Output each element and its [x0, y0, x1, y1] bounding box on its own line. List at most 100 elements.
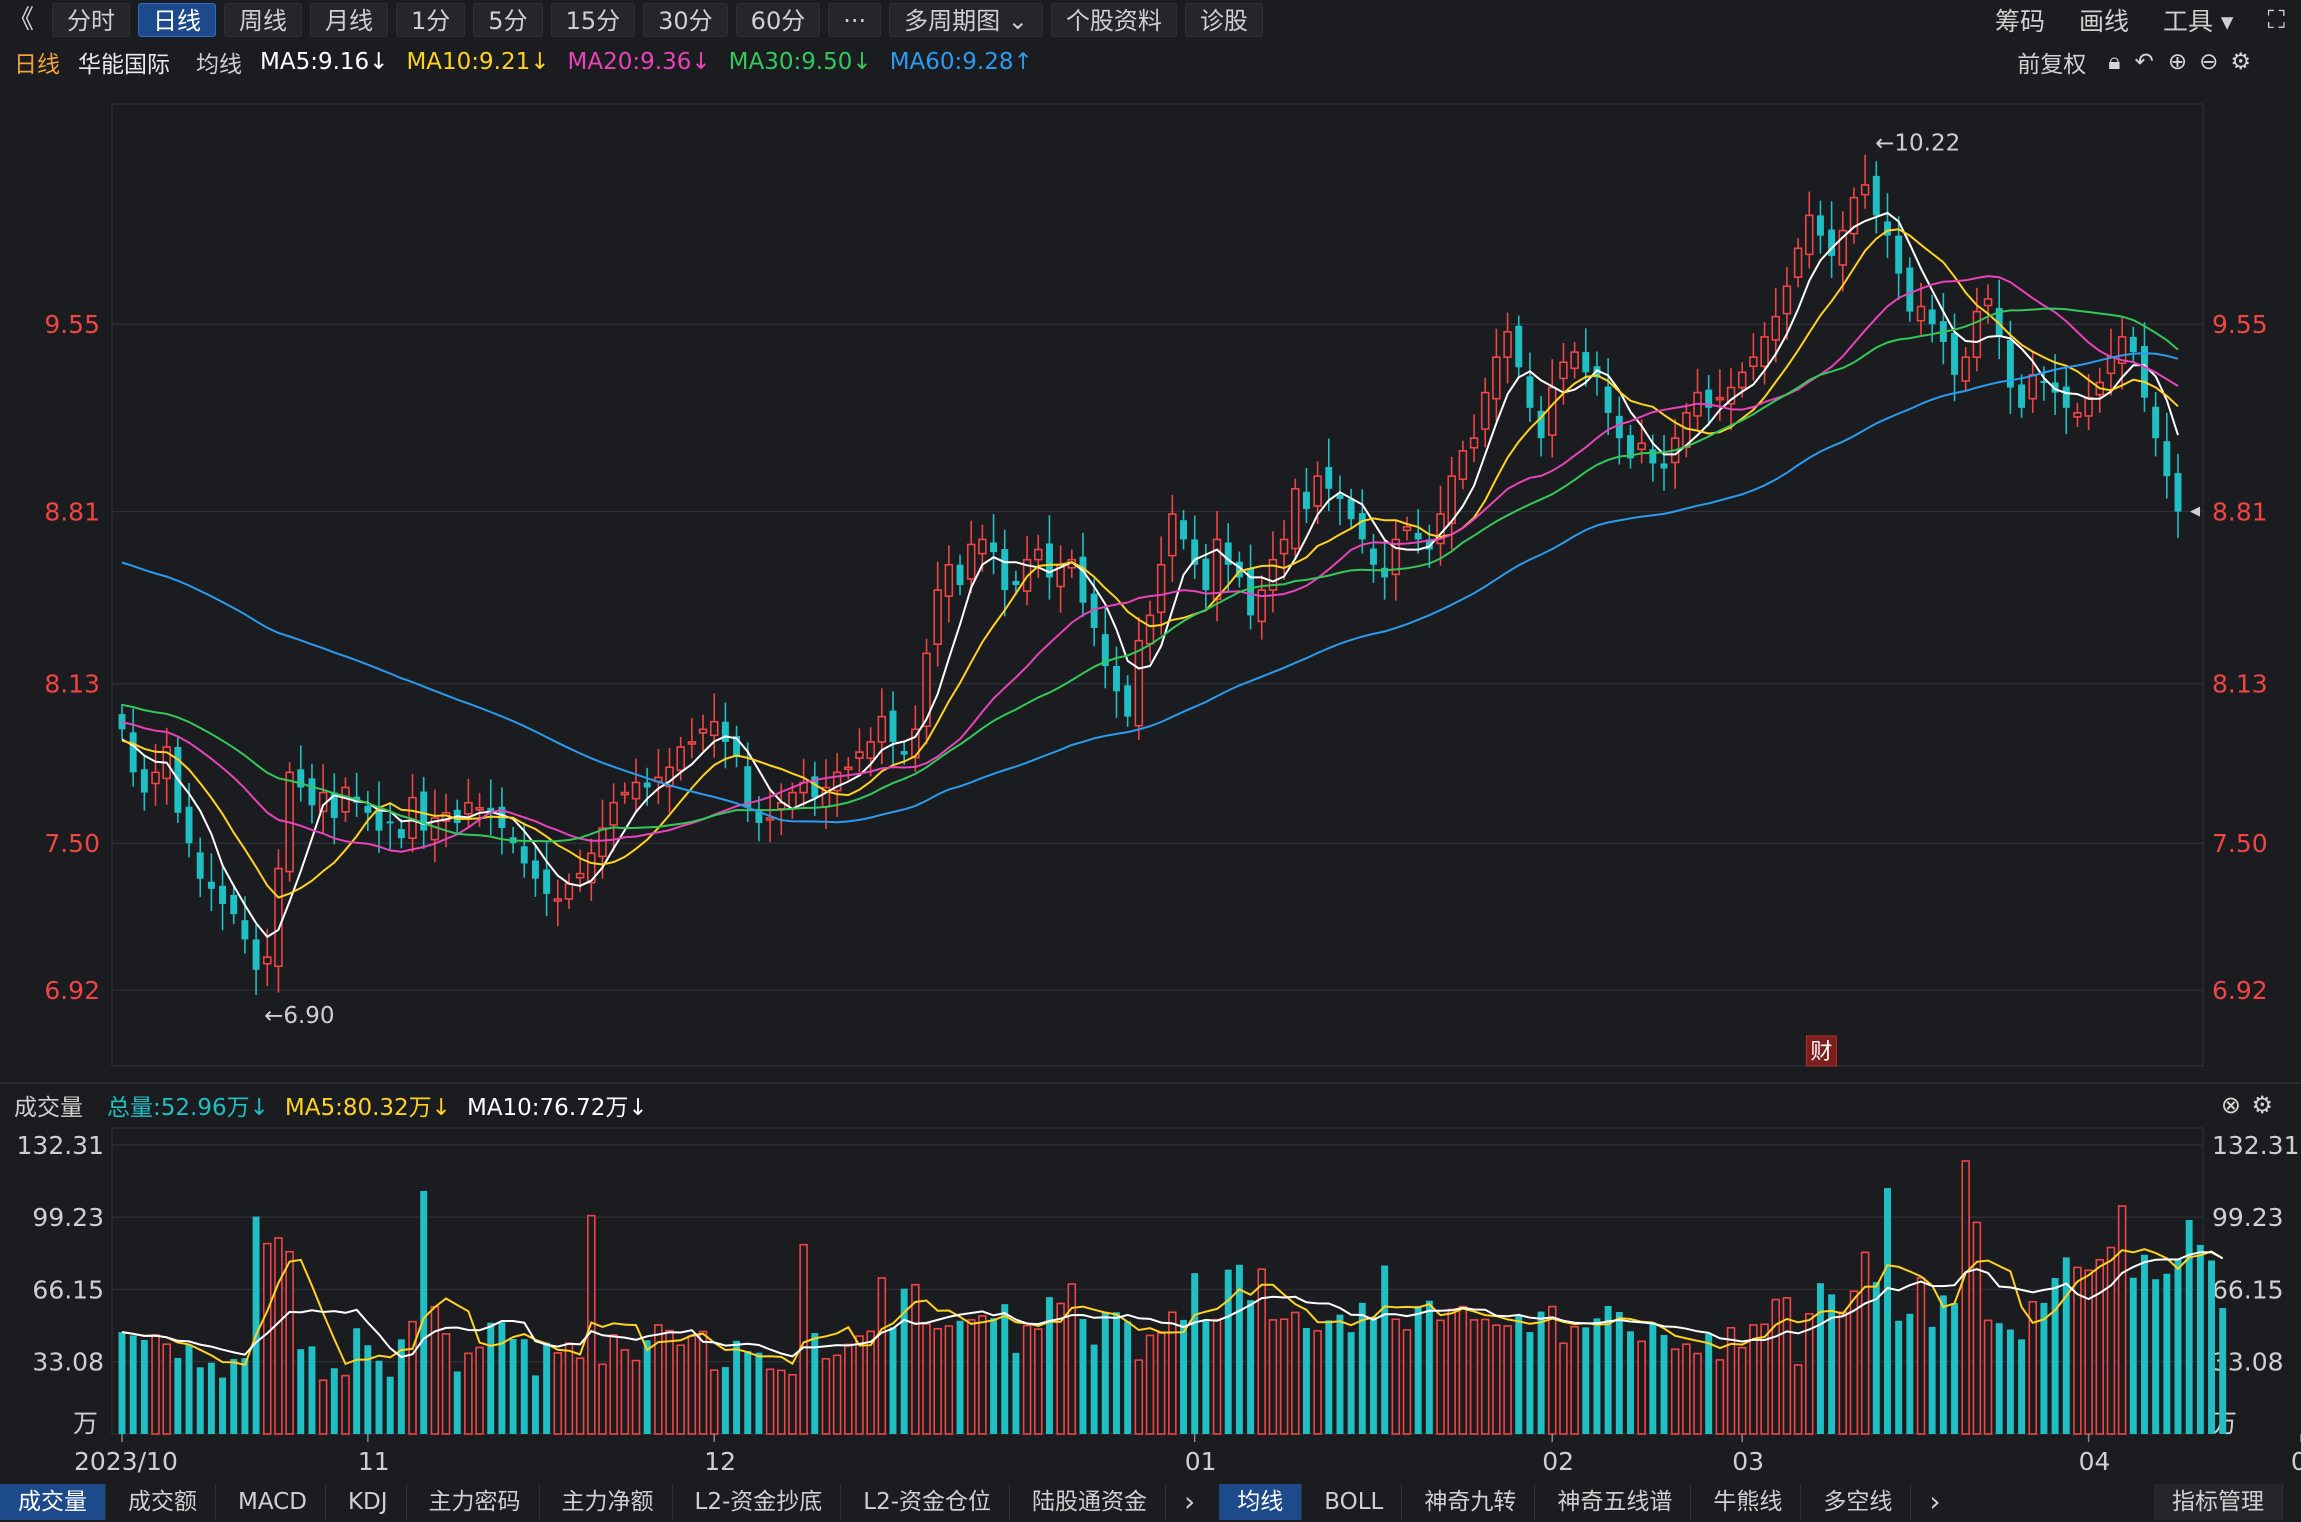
settings-icon[interactable]: ⚙: [2230, 49, 2251, 75]
overlay-tab[interactable]: 牛熊线: [1695, 1483, 1802, 1520]
ma-line-ma20: [121, 275, 2179, 853]
toolbar-tab[interactable]: 诊股: [1184, 3, 1263, 37]
fullscreen-icon[interactable]: ⛶: [2267, 5, 2285, 34]
volume-bar: [1124, 1321, 1132, 1434]
volume-tick-label-left: 132.31: [17, 1131, 104, 1160]
overlay-tab[interactable]: 神奇五线谱: [1539, 1483, 1692, 1520]
candle-body: [944, 563, 954, 597]
indicator-manager-button[interactable]: 指标管理: [2154, 1483, 2283, 1520]
volume-bar: [1279, 1318, 1289, 1435]
volume-bar: [877, 1277, 887, 1435]
back-icon[interactable]: 《: [8, 5, 35, 35]
volume-bar: [1649, 1322, 1657, 1434]
volume-bar: [2117, 1205, 2127, 1435]
overlay-tab[interactable]: 均线: [1219, 1483, 1303, 1520]
volume-tick-label-right: 132.31: [2212, 1131, 2299, 1160]
indicator-tab[interactable]: 陆股通资金: [1014, 1483, 1167, 1520]
candle-body: [832, 771, 842, 792]
candle-body: [2018, 384, 2026, 408]
ma-label[interactable]: 均线: [196, 52, 242, 78]
zoom-in-icon[interactable]: ⊕: [2167, 49, 2188, 75]
volume-bar: [900, 1288, 908, 1434]
volume-bar: [1972, 1221, 1982, 1435]
toolbar-tab[interactable]: 60分: [735, 3, 821, 37]
indicator-tab[interactable]: 成交额: [110, 1483, 216, 1520]
indicator-tab[interactable]: L2-资金抄底: [677, 1483, 842, 1520]
volume-bar: [1961, 1160, 1970, 1435]
indicator-tab[interactable]: KDJ: [330, 1483, 407, 1520]
volume-bar: [1939, 1295, 1947, 1434]
candle-body: [665, 766, 674, 788]
toolbar-right-item[interactable]: 筹码: [1994, 7, 2045, 36]
volume-header: 成交量 总量:52.96万↓ MA5:80.32万↓ MA10:76.72万↓ ⊗ …: [0, 1088, 2301, 1122]
volume-bar: [408, 1320, 417, 1435]
ma-value-3: MA30:9.50↓: [728, 49, 872, 75]
toolbar-tab[interactable]: 月线: [310, 3, 389, 37]
indicator-tab[interactable]: 成交量: [0, 1483, 106, 1520]
volume-bars-group: [118, 1160, 2227, 1435]
stock-name[interactable]: 华能国际: [78, 52, 170, 78]
indicator-tab[interactable]: L2-资金仓位: [845, 1483, 1011, 1520]
toolbar-tab[interactable]: 多周期图 ⌄: [889, 3, 1043, 37]
toolbar-tab[interactable]: ···: [828, 3, 882, 37]
toolbar-tab[interactable]: 5分: [473, 3, 543, 37]
volume-bar: [1749, 1324, 1758, 1435]
chevron-right-icon[interactable]: ›: [1929, 1485, 1941, 1518]
toolbar-right-item[interactable]: 工具 ▾: [2162, 7, 2234, 36]
zoom-out-icon[interactable]: ⊖: [2199, 49, 2219, 75]
candle-body: [990, 542, 998, 553]
volume-tick-label-right: 99.23: [2212, 1203, 2284, 1232]
chevron-right-icon[interactable]: ›: [1184, 1485, 1196, 1518]
volume-bar: [520, 1339, 528, 1434]
volume-bar: [1458, 1305, 1468, 1435]
toolbar-tab[interactable]: 30分: [643, 3, 728, 37]
candle-body: [1503, 331, 1512, 358]
toolbar-tab[interactable]: 个股资料: [1050, 3, 1177, 37]
lock-icon[interactable]: 🔒︎: [2108, 49, 2121, 75]
candle-body: [1202, 558, 1210, 591]
volume-bar: [1771, 1298, 1781, 1435]
price-tick-label-left: 8.13: [44, 670, 100, 699]
volume-bar: [1313, 1330, 1322, 1435]
volume-bar: [553, 1352, 563, 1435]
candle-body: [755, 810, 763, 823]
undo-icon[interactable]: ↶: [2134, 49, 2154, 75]
toolbar-tab[interactable]: 1分: [396, 3, 466, 37]
price-tick-label-right: 8.81: [2212, 498, 2268, 527]
volume-bar: [1447, 1308, 1456, 1435]
candle-body: [543, 869, 551, 894]
candle-body: [1079, 556, 1087, 603]
volume-bar: [318, 1379, 328, 1435]
candle-body: [1983, 298, 1993, 307]
x-tick-label: 2023/10: [74, 1447, 178, 1476]
toolbar-tab[interactable]: 15分: [550, 3, 636, 37]
volume-bar: [832, 1354, 842, 1435]
volume-bar: [475, 1346, 484, 1435]
overlay-tab[interactable]: 神奇九转: [1406, 1483, 1536, 1520]
indicator-tab[interactable]: 主力密码: [411, 1483, 540, 1520]
volume-bar: [2062, 1257, 2070, 1434]
toolbar-tab[interactable]: 分时: [52, 3, 131, 37]
indicator-tab[interactable]: 主力净额: [544, 1483, 673, 1520]
overlay-tab[interactable]: BOLL: [1306, 1483, 1403, 1520]
candle-body: [1627, 435, 1634, 459]
close-volume-icon[interactable]: ⊗: [2220, 1091, 2241, 1119]
volume-settings-icon[interactable]: ⚙: [2251, 1091, 2273, 1119]
indicator-tab[interactable]: MACD: [220, 1483, 326, 1520]
volume-bar: [866, 1330, 875, 1435]
adjust-mode-label[interactable]: 前复权: [2017, 52, 2087, 78]
candle-body: [397, 829, 405, 839]
candle-body: [687, 741, 697, 745]
volume-bar: [1022, 1324, 1032, 1435]
candle-body: [1358, 513, 1366, 540]
volume-bar: [620, 1349, 630, 1435]
overlay-tab[interactable]: 多空线: [1805, 1483, 1912, 1520]
top-toolbar: 《分时 日线 周线 月线 1分 5分 15分 30分 60分 ··· 多周期图 ⌄ 个股资料 诊股 筹码 画…: [0, 0, 2301, 40]
toolbar-right-item[interactable]: 画线: [2078, 7, 2129, 36]
toolbar-tab[interactable]: 日线: [138, 3, 217, 37]
volume-bar: [2174, 1258, 2182, 1434]
toolbar-tab[interactable]: 周线: [224, 3, 303, 37]
candle-body: [1649, 449, 1657, 464]
candle-body: [643, 782, 651, 788]
